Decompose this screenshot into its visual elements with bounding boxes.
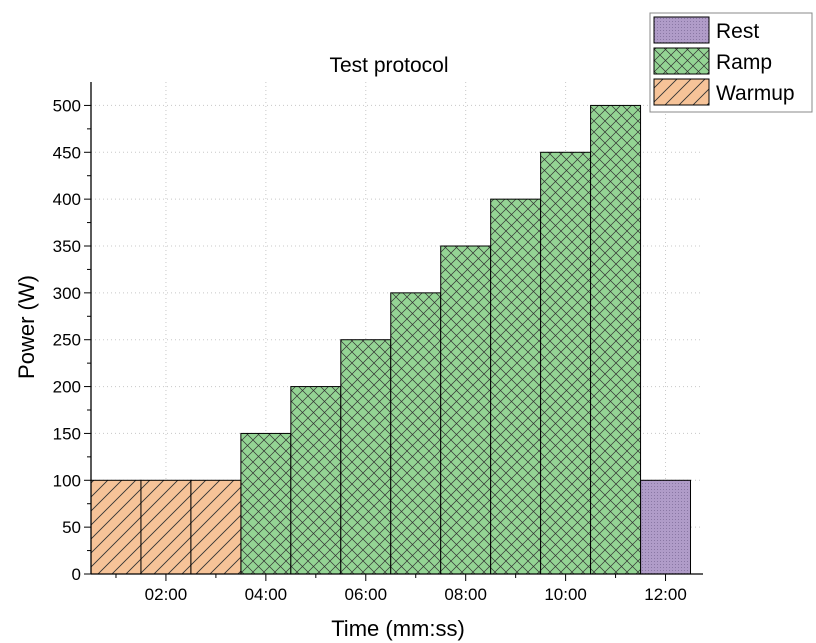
x-tick-label: 04:00: [245, 585, 288, 604]
legend-label-warmup: Warmup: [716, 82, 795, 105]
legend-swatch-rest: [653, 16, 710, 44]
x-tick-label: 02:00: [145, 585, 188, 604]
y-tick-label: 0: [72, 565, 81, 584]
y-tick-label: 100: [53, 471, 81, 490]
bar-ramp: [290, 386, 342, 575]
bar-ramp: [490, 198, 542, 575]
bar-warmup: [140, 479, 192, 575]
bar-warmup: [190, 479, 242, 575]
bar-ramp: [340, 339, 392, 575]
legend-label-rest: Rest: [716, 20, 759, 43]
y-tick-label: 200: [53, 378, 81, 397]
x-tick-label: 10:00: [544, 585, 587, 604]
y-axis-title: Power (W): [14, 275, 39, 379]
legend-swatch-warmup: [653, 78, 710, 106]
legend-swatch-ramp: [653, 47, 710, 75]
bar-warmup: [90, 479, 142, 575]
y-tick-label: 500: [53, 96, 81, 115]
y-tick-label: 400: [53, 190, 81, 209]
y-tick-label: 450: [53, 143, 81, 162]
axes: 0 50 100 150 200 250 300 350 400 450 500 02:00 04:00…: [53, 82, 703, 604]
legend: Rest Ramp Warmup: [649, 12, 813, 113]
legend-label-ramp: Ramp: [716, 51, 772, 74]
x-tick-label: 08:00: [444, 585, 487, 604]
y-tick-label: 150: [53, 424, 81, 443]
bar-rest: [640, 479, 692, 575]
bar-ramp: [590, 104, 642, 575]
y-tick-label: 300: [53, 284, 81, 303]
y-tick-label: 50: [62, 518, 81, 537]
chart-title: Test protocol: [329, 54, 448, 77]
bar-ramp: [540, 151, 592, 575]
x-tick-label: 12:00: [644, 585, 687, 604]
y-tick-label: 350: [53, 237, 81, 256]
bar-ramp: [240, 432, 292, 575]
y-tick-label: 250: [53, 331, 81, 350]
bars: [90, 104, 692, 575]
x-axis-title: Time (mm:ss): [331, 616, 465, 641]
x-tick-label: 06:00: [345, 585, 388, 604]
bar-ramp: [440, 245, 492, 575]
bar-ramp: [390, 292, 442, 575]
